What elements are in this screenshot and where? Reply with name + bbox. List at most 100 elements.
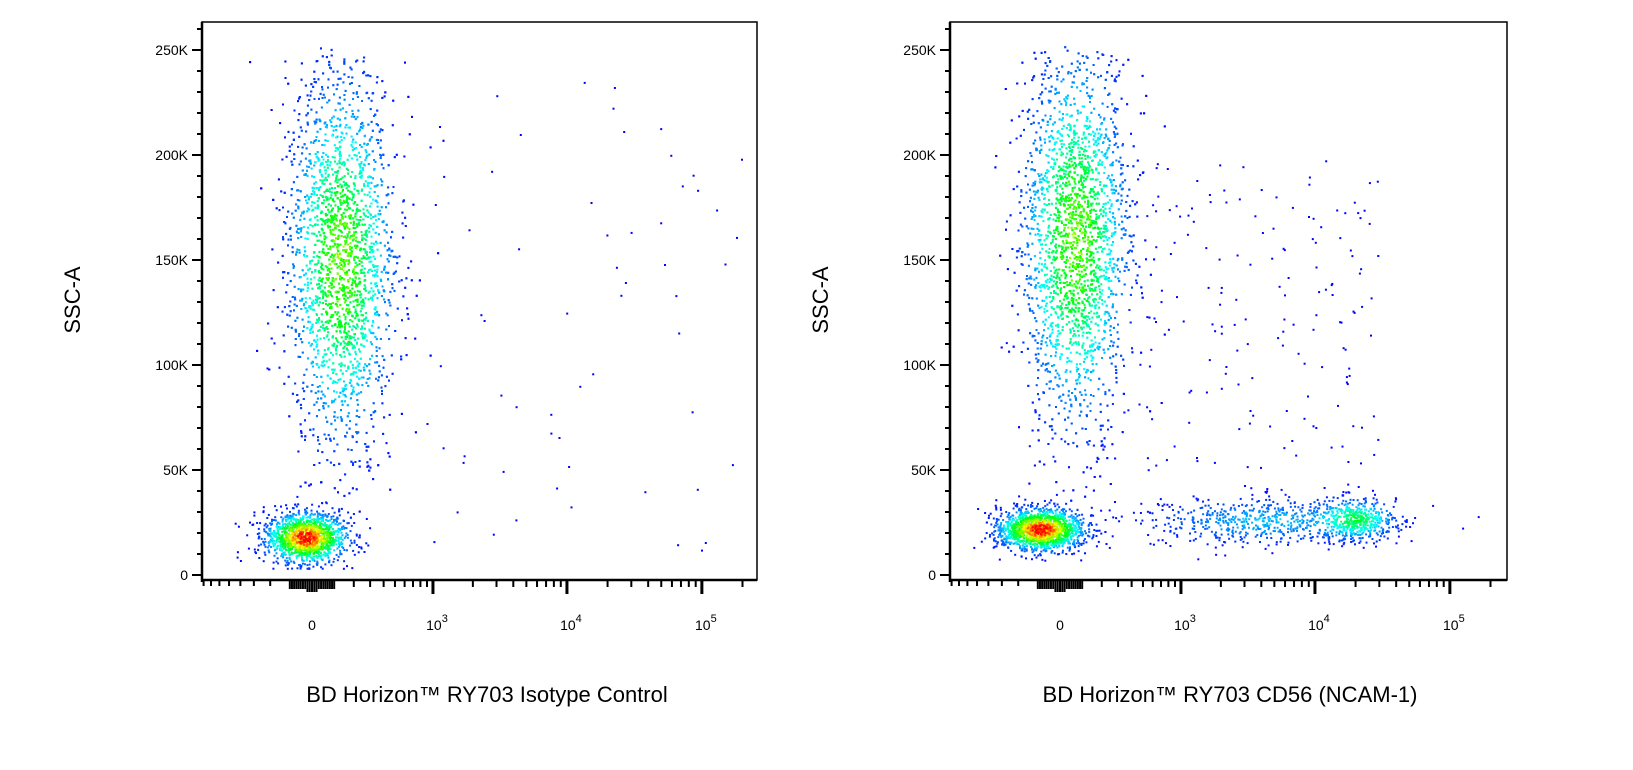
event-dot bbox=[369, 224, 372, 227]
event-dot bbox=[333, 222, 336, 225]
event-dot bbox=[358, 303, 361, 306]
event-dot bbox=[355, 60, 357, 63]
event-dot bbox=[322, 393, 325, 396]
event-dot bbox=[326, 124, 328, 127]
event-dot bbox=[362, 319, 364, 322]
event-dot bbox=[263, 530, 266, 533]
event-dot bbox=[375, 313, 377, 316]
event-dot bbox=[319, 171, 321, 174]
event-dot bbox=[310, 108, 313, 111]
event-dot bbox=[291, 392, 294, 395]
event-dot bbox=[351, 145, 354, 148]
event-dot bbox=[324, 265, 327, 268]
event-dot bbox=[342, 340, 345, 343]
event-dot bbox=[568, 466, 571, 468]
event-dot bbox=[311, 308, 314, 311]
event-dot bbox=[273, 543, 276, 546]
event-dot bbox=[414, 337, 417, 340]
event-dot bbox=[281, 525, 284, 527]
event-dot bbox=[363, 267, 366, 270]
event-dot bbox=[308, 99, 311, 101]
event-dot bbox=[365, 74, 368, 77]
event-dot bbox=[314, 153, 317, 155]
event-dot bbox=[325, 56, 328, 59]
event-dot bbox=[293, 109, 296, 112]
event-dot bbox=[270, 536, 273, 539]
event-dot bbox=[281, 534, 284, 536]
event-dot bbox=[352, 346, 355, 349]
event-dot bbox=[325, 198, 328, 201]
event-dot bbox=[375, 349, 378, 352]
event-dot bbox=[247, 547, 250, 550]
event-dot bbox=[348, 103, 351, 106]
event-dot bbox=[322, 356, 325, 359]
event-dot bbox=[300, 555, 303, 558]
event-dot bbox=[324, 563, 327, 566]
event-dot bbox=[373, 440, 375, 443]
event-dot bbox=[322, 308, 325, 310]
event-dot bbox=[468, 229, 471, 232]
event-dot bbox=[357, 384, 360, 387]
event-dot bbox=[308, 208, 311, 211]
event-dot bbox=[366, 378, 369, 380]
event-dot bbox=[338, 508, 341, 511]
event-dot bbox=[345, 527, 348, 530]
event-dot bbox=[326, 515, 329, 518]
event-dot bbox=[334, 347, 337, 350]
event-dot bbox=[339, 529, 342, 532]
event-dot bbox=[411, 115, 413, 118]
event-dot bbox=[378, 209, 381, 212]
event-dot bbox=[294, 344, 297, 347]
event-dot bbox=[306, 287, 309, 289]
event-dot bbox=[331, 507, 334, 510]
event-dot bbox=[278, 533, 281, 536]
event-dot bbox=[322, 93, 325, 96]
event-dot bbox=[352, 305, 355, 308]
event-dot bbox=[276, 557, 279, 560]
event-dot bbox=[336, 381, 339, 384]
event-dot bbox=[348, 126, 351, 129]
event-dot bbox=[328, 524, 331, 527]
event-dot bbox=[319, 555, 322, 557]
event-dot bbox=[295, 514, 298, 517]
event-dot bbox=[325, 416, 327, 419]
event-dot bbox=[339, 369, 342, 372]
event-dot bbox=[404, 225, 407, 227]
event-dot bbox=[333, 93, 335, 96]
event-dot bbox=[364, 443, 367, 445]
event-dot bbox=[372, 255, 375, 258]
event-dot bbox=[483, 320, 486, 322]
event-dot bbox=[286, 515, 289, 518]
event-dot bbox=[350, 449, 353, 451]
event-dot bbox=[306, 255, 309, 258]
event-dot bbox=[380, 270, 383, 273]
event-dot bbox=[333, 539, 336, 542]
event-dot bbox=[339, 416, 342, 419]
event-dot bbox=[311, 301, 314, 304]
event-dot bbox=[345, 167, 348, 170]
event-dot bbox=[340, 135, 343, 138]
event-dot bbox=[391, 283, 394, 286]
event-dot bbox=[325, 244, 328, 247]
event-dot bbox=[361, 127, 364, 129]
event-dot bbox=[322, 515, 325, 518]
event-dot bbox=[353, 154, 356, 157]
event-dot bbox=[342, 212, 345, 215]
event-dot bbox=[400, 412, 403, 415]
event-dot bbox=[388, 325, 390, 327]
event-dot bbox=[337, 530, 340, 533]
event-dot bbox=[351, 435, 354, 438]
event-dot bbox=[294, 503, 297, 506]
event-dot bbox=[315, 298, 317, 301]
event-dot bbox=[357, 551, 360, 554]
event-dot bbox=[285, 520, 288, 523]
event-dot bbox=[313, 464, 316, 466]
event-dot bbox=[337, 546, 340, 548]
event-dot bbox=[332, 541, 335, 544]
event-dot bbox=[372, 332, 375, 335]
event-dot bbox=[282, 556, 285, 559]
event-dot bbox=[332, 254, 335, 257]
event-dot bbox=[357, 219, 360, 222]
event-dot bbox=[323, 183, 326, 185]
event-dot bbox=[316, 515, 319, 518]
